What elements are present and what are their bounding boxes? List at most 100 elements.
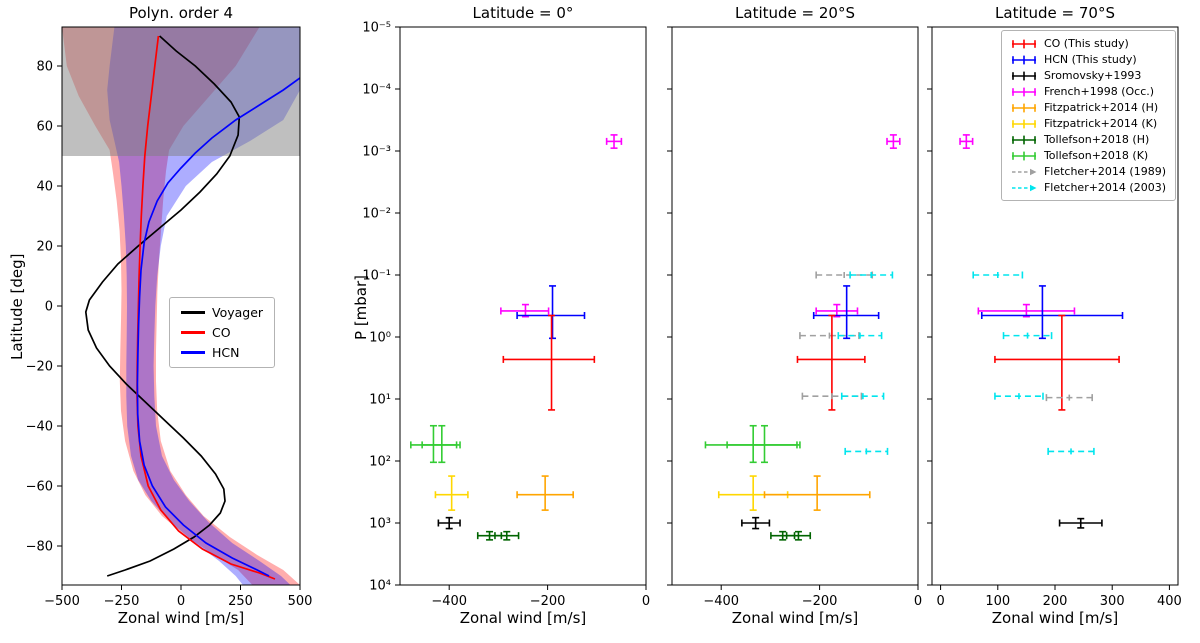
legend-item-co: CO (This study): [1011, 37, 1166, 50]
xaxis-label-polyn: Zonal wind [m/s]: [117, 609, 245, 627]
datapoint-fl03: [1047, 447, 1095, 455]
y-tick-label: 10⁻³: [362, 145, 391, 160]
datapoint-fl03: [840, 392, 885, 400]
datapoint-fl03: [844, 447, 889, 455]
legend-label: HCN: [212, 345, 240, 360]
x-tick-label: −200: [530, 594, 566, 609]
datapoint-french: [886, 134, 901, 149]
hcn-errorbar-swatch-icon: [1011, 55, 1036, 64]
datapoint-french: [605, 134, 623, 149]
datapoint-tollH: [785, 530, 812, 541]
legend-label: French+1998 (Occ.): [1043, 85, 1155, 98]
hcn-curve: [136, 77, 300, 577]
x-tick-label: 300: [1100, 594, 1125, 609]
y-tick-label: 10³: [369, 517, 391, 532]
datapoint-tollK: [704, 424, 801, 464]
y-tick-label: 10⁴: [369, 579, 391, 594]
french-errorbar-swatch-icon: [1011, 87, 1036, 96]
legend-item-fitzK: Fitzpatrick+2014 (K): [1011, 117, 1166, 130]
latitude-70s-panel: 0 100 200 300 400: [927, 26, 1182, 609]
y-tick-label: 10⁻¹: [362, 269, 391, 284]
legend-item-fl03: Fletcher+2014 (2003): [1011, 181, 1166, 194]
axes-frame: [671, 26, 919, 586]
latitude-20s-panel: −400 −200 0: [667, 26, 922, 609]
tollH-errorbar-swatch-icon: [1011, 135, 1036, 144]
datapoint-french: [959, 134, 974, 149]
datapoint-tollK: [421, 424, 461, 464]
y-tick-label: 10²: [369, 455, 391, 470]
datapoint-fitzH: [516, 475, 574, 511]
datapoint-fl03: [837, 332, 883, 340]
datapoint-fl89: [1045, 394, 1093, 402]
x-tick-label: 500: [288, 594, 313, 609]
datapoint-tollK: [410, 424, 458, 464]
x-tick-label: −250: [104, 594, 140, 609]
legend-item-hcn: HCN: [181, 345, 263, 360]
datapoint-fl03: [994, 392, 1044, 400]
studies-legend: CO (This study) HCN (This study) Sromovsky…: [1000, 30, 1176, 201]
fitzH-errorbar-swatch-icon: [1011, 103, 1036, 112]
legend-item-tollH: Tollefson+2018 (H): [1011, 133, 1166, 146]
xaxis-label-lat0: Zonal wind [m/s]: [459, 609, 587, 627]
legend-label: CO: [212, 325, 231, 340]
voyager-line-swatch: [181, 311, 205, 314]
legend-item-voyager: Voyager: [181, 305, 263, 320]
datapoint-fl89: [801, 392, 863, 400]
legend-label: Fletcher+2014 (1989): [1043, 165, 1166, 178]
y-tick-label: 10⁰: [369, 331, 391, 346]
legend-item-fl89: Fletcher+2014 (1989): [1011, 165, 1166, 178]
yaxis-label-latitude: Latitude [deg]: [8, 253, 26, 360]
fl89-errorbar-swatch-icon: [1011, 168, 1037, 175]
datapoint-fl03: [1002, 332, 1053, 340]
y-tick-label: 40: [36, 180, 53, 195]
datapoint-srom: [741, 516, 771, 530]
datapoint-hcn: [812, 285, 880, 340]
y-tick-label: 0: [45, 300, 53, 315]
y-tick-label: −60: [26, 480, 53, 495]
x-tick-label: 0: [914, 594, 922, 609]
datapoint-co: [994, 314, 1120, 411]
legend-item-srom: Sromovsky+1993: [1011, 69, 1166, 82]
x-tick-label: 400: [1157, 594, 1182, 609]
yaxis-label-pressure: P [mbar]: [352, 274, 370, 340]
hcn-line-swatch: [181, 351, 205, 354]
datapoint-srom: [1058, 517, 1103, 529]
co-errorbar-swatch-icon: [1011, 39, 1036, 48]
datapoint-co: [502, 314, 596, 411]
y-tick-label: 10⁻⁵: [362, 21, 391, 36]
x-tick-label: 0: [177, 594, 185, 609]
datapoint-srom: [437, 516, 461, 530]
legend-item-french: French+1998 (Occ.): [1011, 85, 1166, 98]
legend-label: Fitzpatrick+2014 (H): [1043, 101, 1159, 114]
high-latitude-shaded-region: [62, 27, 300, 156]
x-tick-label: 200: [1043, 594, 1068, 609]
x-tick-label: 0: [642, 594, 650, 609]
x-tick-label: −500: [44, 594, 80, 609]
datapoint-fitzK: [434, 475, 469, 511]
legend-item-hcn: HCN (This study): [1011, 53, 1166, 66]
fitzK-errorbar-swatch-icon: [1011, 119, 1036, 128]
axes-frame: [399, 26, 647, 586]
voyager-co-hcn-legend: Voyager CO HCN: [169, 297, 276, 368]
voyager-curve: [84, 35, 241, 577]
datapoint-french: [500, 303, 550, 318]
polyn-order-panel: −500 −250 0 250 500 −80 −60 −40 −20 0 20 40 60 80: [26, 26, 312, 609]
latitude-0-panel: −400 −200 0 10⁻⁵ 10⁻⁴ 10⁻³ 10⁻² 10⁻¹ 10⁰ 10¹ 10² 10…: [362, 21, 650, 610]
legend-item-co: CO: [181, 325, 263, 340]
co-uncertainty-band: [62, 27, 300, 585]
x-tick-label: −200: [802, 594, 838, 609]
x-tick-label: −400: [431, 594, 467, 609]
y-tick-label: −20: [26, 360, 53, 375]
panel-title-lat70s: Latitude = 70°S: [995, 4, 1115, 22]
hcn-uncertainty-band: [107, 27, 300, 585]
datapoint-french: [815, 303, 859, 318]
y-tick-label: 10⁻⁴: [362, 83, 391, 98]
legend-label: Tollefson+2018 (H): [1043, 133, 1150, 146]
y-tick-label: 80: [36, 60, 53, 75]
tollK-errorbar-swatch-icon: [1011, 151, 1036, 160]
y-tick-label: 10⁻²: [362, 207, 391, 222]
y-tick-label: 60: [36, 120, 53, 135]
x-tick-label: 100: [985, 594, 1010, 609]
fl03-errorbar-swatch-icon: [1011, 184, 1037, 191]
